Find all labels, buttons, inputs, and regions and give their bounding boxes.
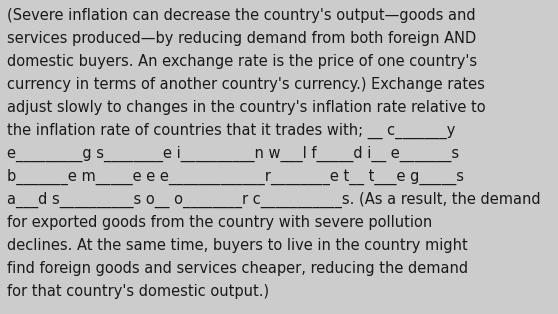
Text: the inflation rate of countries that it trades with; __ c_______y: the inflation rate of countries that it … [7,123,455,139]
Text: b_______e m_____e e e_____________r________e t__ t___e g_____s: b_______e m_____e e e_____________r_____… [7,169,464,185]
Text: for that country's domestic output.): for that country's domestic output.) [7,284,269,299]
Text: find foreign goods and services cheaper, reducing the demand: find foreign goods and services cheaper,… [7,261,468,276]
Text: a___d s__________s o__ o________r c___________s. (As a result, the demand: a___d s__________s o__ o________r c_____… [7,192,540,208]
Text: domestic buyers. An exchange rate is the price of one country's: domestic buyers. An exchange rate is the… [7,54,477,69]
Text: currency in terms of another country's currency.) Exchange rates: currency in terms of another country's c… [7,77,484,92]
Text: e_________g s________e i__________n w___l f_____d i__ e_______s: e_________g s________e i__________n w___… [7,146,459,162]
Text: services produced—by reducing demand from both foreign AND: services produced—by reducing demand fro… [7,31,476,46]
Text: declines. At the same time, buyers to live in the country might: declines. At the same time, buyers to li… [7,238,468,253]
Text: adjust slowly to changes in the country's inflation rate relative to: adjust slowly to changes in the country'… [7,100,485,115]
Text: (Severe inflation can decrease the country's output—goods and: (Severe inflation can decrease the count… [7,8,475,23]
Text: for exported goods from the country with severe pollution: for exported goods from the country with… [7,215,432,230]
